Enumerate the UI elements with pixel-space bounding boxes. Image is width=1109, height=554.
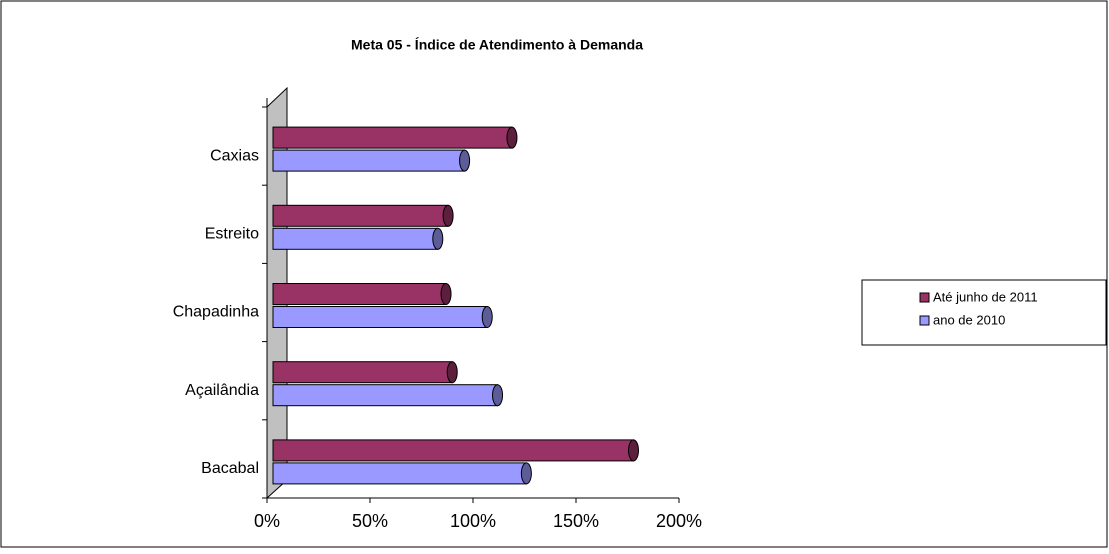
- legend-label: Até junho de 2011: [933, 289, 1038, 304]
- bar-cap: [432, 227, 444, 250]
- y-tick-label: Bacabal: [201, 460, 259, 477]
- bar: [272, 462, 527, 485]
- x-tick-label: 150%: [553, 511, 599, 531]
- bar: [272, 283, 447, 305]
- legend: [861, 279, 1107, 346]
- bar: [272, 361, 453, 384]
- legend-swatch: [919, 292, 930, 303]
- x-tick-label: 50%: [352, 511, 388, 531]
- y-tick-label: Caxias: [210, 147, 259, 164]
- bar-cap: [481, 306, 493, 328]
- legend-swatch: [919, 315, 930, 326]
- y-tick-label: Açailândia: [185, 382, 259, 399]
- bar-cap: [440, 283, 452, 305]
- y-tick-label: Estreito: [205, 226, 259, 243]
- bar: [272, 306, 488, 328]
- legend-label: ano de 2010: [933, 312, 1005, 327]
- y-tick-label: Chapadinha: [173, 304, 259, 321]
- chart-title: Meta 05 - Índice de Atendimento à Demand…: [351, 37, 643, 53]
- bar-cap: [442, 204, 454, 227]
- x-tick-label: 100%: [450, 511, 496, 531]
- x-tick-label: 200%: [656, 511, 702, 531]
- x-tick-label: 0%: [254, 511, 280, 531]
- bar-cap: [492, 384, 504, 407]
- bar: [272, 439, 634, 462]
- bar-cap: [520, 462, 532, 485]
- bar: [272, 126, 513, 149]
- bar: [272, 149, 466, 172]
- bar-cap: [628, 439, 639, 462]
- bar: [272, 384, 499, 407]
- bar-cap: [446, 361, 458, 384]
- bar: [272, 227, 439, 250]
- bar: [272, 204, 449, 227]
- bar-cap: [459, 149, 471, 172]
- bar-cap: [506, 126, 518, 149]
